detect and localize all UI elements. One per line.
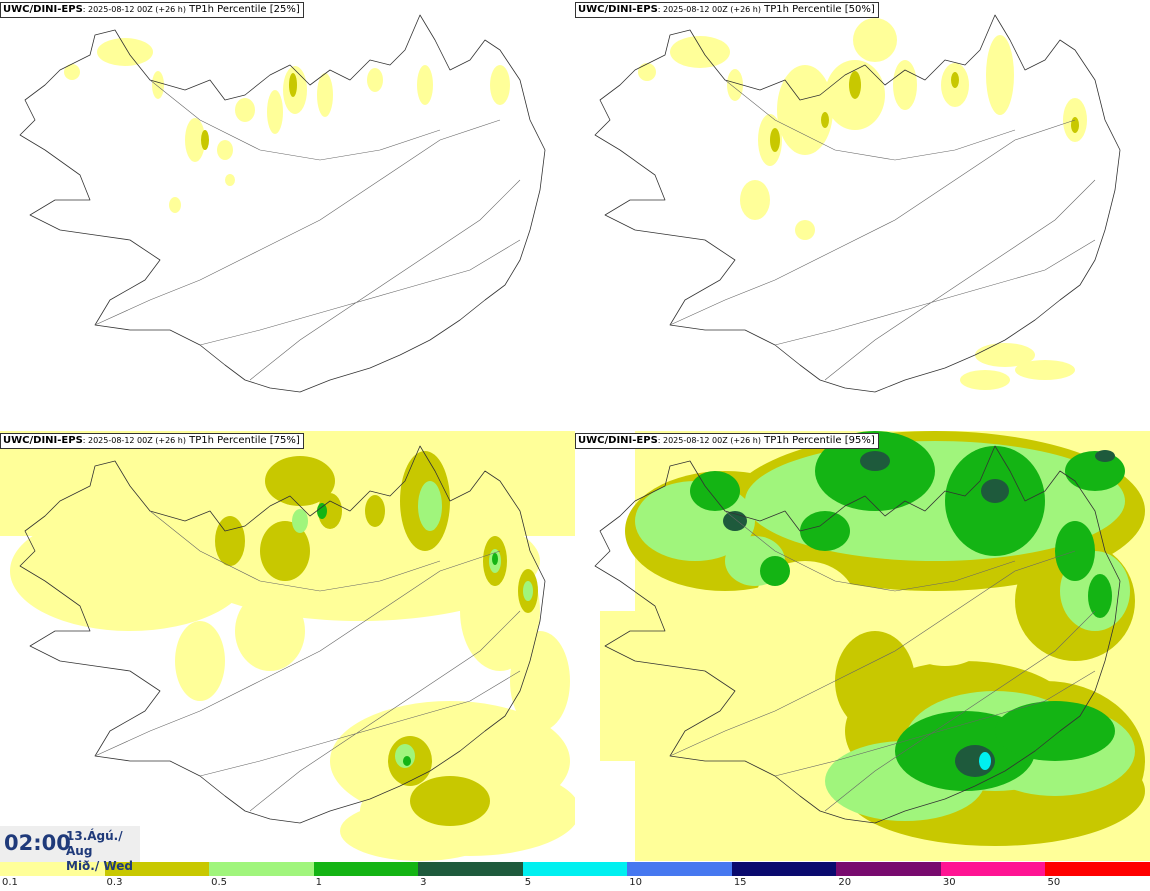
panel-title: UWC/DINI-EPS: 2025-08-12 00Z (+26 h) TP1… — [575, 2, 879, 18]
field-name: TP1h Percentile [95%] — [760, 435, 875, 446]
precip-layer — [64, 38, 510, 213]
precip-layer — [600, 431, 1150, 861]
legend-tick-label: 1 — [315, 877, 322, 888]
valid-date-line2: Mið./ Wed — [66, 859, 133, 873]
legend-swatch — [104, 862, 210, 876]
legend-tick-label: 30 — [942, 877, 956, 888]
field-name: TP1h Percentile [75%] — [185, 435, 300, 446]
model-name: UWC/DINI-EPS — [3, 435, 83, 446]
legend-tick-label: 0.5 — [211, 877, 227, 888]
iceland-coastline — [594, 14, 1121, 393]
iceland-coastline — [19, 14, 546, 393]
field-name: TP1h Percentile [25%] — [185, 4, 300, 15]
valid-date: 13.Ágú./ Aug Mið./ Wed — [66, 829, 140, 874]
legend-tick-label: 10 — [629, 877, 642, 888]
map-panel-p75: UWC/DINI-EPS: 2025-08-12 00Z (+26 h) TP1… — [0, 431, 575, 861]
valid-time: 02:00 — [4, 831, 71, 855]
run-info: : 2025-08-12 00Z (+26 h) — [657, 5, 761, 14]
legend-tick-label: 3 — [420, 877, 427, 888]
legend-tick-label: 0.1 — [2, 877, 18, 888]
legend-tick-labels: 0.1 0.3 0.5 1 3 5 10 15 20 30 50 — [0, 876, 1150, 891]
legend-swatch — [209, 862, 314, 876]
panel-title: UWC/DINI-EPS: 2025-08-12 00Z (+26 h) TP1… — [0, 2, 304, 18]
map-panel-p95: UWC/DINI-EPS: 2025-08-12 00Z (+26 h) TP1… — [575, 431, 1150, 861]
legend-swatch — [627, 862, 732, 876]
road-network — [94, 510, 521, 812]
valid-date-line1: 13.Ágú./ Aug — [66, 829, 123, 858]
model-name: UWC/DINI-EPS — [3, 4, 83, 15]
iceland-coastline — [594, 445, 1121, 824]
model-name: UWC/DINI-EPS — [578, 435, 658, 446]
legend-tick-label: 15 — [733, 877, 747, 888]
legend-tick-label: 50 — [1047, 877, 1061, 888]
legend-swatch — [522, 862, 628, 876]
precip-color-legend — [0, 862, 1150, 876]
run-info: : 2025-08-12 00Z (+26 h) — [657, 436, 761, 445]
panel-title: UWC/DINI-EPS: 2025-08-12 00Z (+26 h) TP1… — [575, 433, 879, 449]
run-info: : 2025-08-12 00Z (+26 h) — [82, 5, 186, 14]
run-info: : 2025-08-12 00Z (+26 h) — [82, 436, 186, 445]
legend-swatch — [940, 862, 1046, 876]
legend-tick-label: 20 — [838, 877, 852, 888]
field-name: TP1h Percentile [50%] — [760, 4, 875, 15]
legend-tick-label: 5 — [524, 877, 532, 888]
road-network — [94, 79, 521, 381]
road-network — [669, 79, 1096, 381]
precip-layer — [638, 18, 1087, 390]
model-name: UWC/DINI-EPS — [578, 4, 658, 15]
legend-swatch — [0, 862, 105, 876]
iceland-coastline — [19, 445, 546, 824]
legend-swatch — [1045, 862, 1150, 876]
legend-swatch — [418, 862, 523, 876]
legend-swatch — [836, 862, 941, 876]
legend-swatch — [313, 862, 419, 876]
map-panel-p50: UWC/DINI-EPS: 2025-08-12 00Z (+26 h) TP1… — [575, 0, 1150, 430]
legend-swatch — [731, 862, 837, 876]
road-network — [669, 510, 1096, 812]
panel-title: UWC/DINI-EPS: 2025-08-12 00Z (+26 h) TP1… — [0, 433, 304, 449]
precip-layer — [0, 431, 575, 861]
map-panel-p25: UWC/DINI-EPS: 2025-08-12 00Z (+26 h) TP1… — [0, 0, 575, 430]
valid-time-box: 02:00 13.Ágú./ Aug Mið./ Wed — [0, 826, 140, 873]
legend-tick-label: 0.3 — [106, 877, 123, 888]
